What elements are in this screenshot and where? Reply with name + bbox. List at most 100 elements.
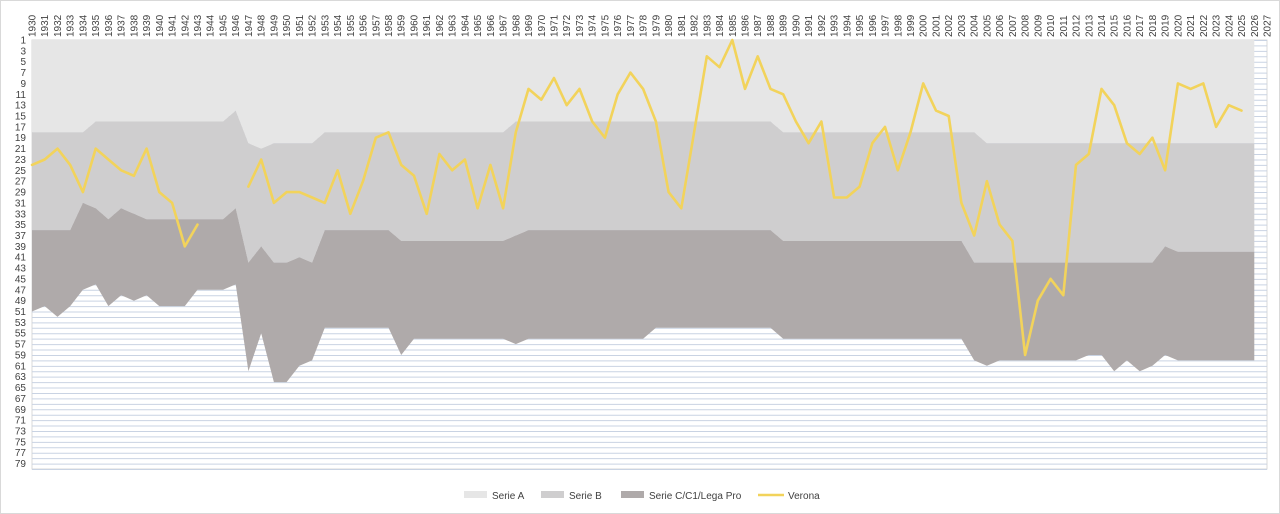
x-tick-label: 2024	[1224, 14, 1235, 37]
x-tick-label: 2000	[919, 14, 930, 37]
legend-label: Verona	[788, 491, 820, 502]
x-tick-label: 1975	[600, 14, 611, 37]
legend-label: Serie B	[569, 491, 602, 502]
x-tick-label: 2014	[1097, 14, 1108, 37]
y-tick-label: 75	[15, 437, 27, 448]
x-tick-label: 2011	[1059, 15, 1070, 37]
x-tick-label: 1958	[384, 14, 395, 37]
x-tick-label: 1949	[269, 14, 280, 37]
y-tick-label: 61	[15, 361, 27, 372]
x-tick-label: 1961	[422, 14, 433, 37]
x-tick-label: 2025	[1237, 14, 1248, 37]
x-tick-label: 1938	[129, 14, 140, 37]
x-tick-label: 2018	[1148, 14, 1159, 37]
x-tick-label: 1945	[219, 14, 230, 37]
x-tick-label: 2012	[1072, 14, 1083, 37]
x-tick-label: 2003	[957, 14, 968, 37]
x-tick-label: 2017	[1135, 14, 1146, 37]
x-tick-label: 2015	[1110, 14, 1121, 37]
x-tick-label: 1993	[830, 14, 841, 37]
y-tick-label: 67	[15, 394, 27, 405]
x-tick-label: 1967	[499, 14, 510, 37]
serie-b-band	[32, 110, 1255, 263]
x-tick-label: 1995	[855, 14, 866, 37]
x-tick-label: 1930	[28, 14, 39, 37]
y-tick-label: 49	[15, 296, 27, 307]
x-tick-label: 1981	[677, 14, 688, 37]
x-tick-label: 1950	[282, 14, 293, 37]
x-tick-label: 2002	[944, 14, 955, 37]
y-tick-label: 35	[15, 220, 27, 231]
x-tick-label: 1936	[104, 14, 115, 37]
verona-line	[30, 38, 1243, 357]
x-tick-label: 2001	[932, 14, 943, 37]
y-tick-label: 21	[15, 144, 27, 155]
y-tick-label: 13	[15, 101, 27, 112]
x-tick-label: 1935	[91, 14, 102, 37]
y-tick-label: 19	[15, 133, 27, 144]
x-tick-label: 1997	[881, 14, 892, 37]
y-tick-label: 79	[15, 459, 27, 470]
x-tick-label: 1983	[702, 14, 713, 37]
y-tick-label: 11	[16, 90, 27, 101]
y-tick-label: 73	[15, 427, 27, 438]
x-tick-label: 2027	[1263, 14, 1274, 37]
y-tick-label: 37	[15, 231, 27, 242]
y-tick-label: 31	[15, 198, 27, 209]
y-tick-label: 69	[15, 405, 27, 416]
x-tick-label: 1999	[906, 14, 917, 37]
y-tick-label: 25	[15, 166, 27, 177]
legend-swatch-serie-c	[621, 491, 644, 498]
x-tick-label: 1990	[791, 14, 802, 37]
legend: Serie A Serie B Serie C/C1/Lega Pro Verona	[464, 491, 820, 502]
y-tick-label: 5	[20, 57, 26, 68]
y-tick-label: 45	[15, 274, 27, 285]
verona-line-segment	[30, 147, 199, 248]
y-tick-label: 23	[15, 155, 27, 166]
y-tick-label: 65	[15, 383, 27, 394]
x-tick-label: 1931	[40, 14, 51, 37]
x-tick-label: 1932	[53, 14, 64, 37]
x-tick-label: 2010	[1046, 14, 1057, 37]
x-tick-label: 2006	[995, 14, 1006, 37]
x-tick-label: 2022	[1199, 14, 1210, 37]
x-tick-label: 1977	[626, 14, 637, 37]
x-tick-label: 1971	[550, 14, 561, 37]
y-tick-label: 43	[15, 264, 27, 275]
y-tick-label: 33	[15, 209, 27, 220]
x-tick-label: 1998	[893, 14, 904, 37]
x-tick-label: 1948	[257, 14, 268, 37]
x-tick-label: 1968	[511, 14, 522, 37]
y-tick-label: 9	[20, 79, 26, 90]
y-tick-label: 15	[15, 112, 27, 123]
x-tick-label: 2016	[1122, 14, 1133, 37]
x-tick-label: 2023	[1212, 14, 1223, 37]
x-tick-label: 1939	[142, 14, 153, 37]
x-tick-label: 1966	[486, 14, 497, 37]
y-tick-label: 17	[15, 122, 27, 133]
y-tick-label: 29	[15, 188, 27, 199]
y-tick-label: 41	[15, 253, 27, 264]
x-tick-label: 1955	[346, 14, 357, 37]
x-tick-label: 1978	[639, 14, 650, 37]
x-tick-label: 1994	[842, 14, 853, 37]
y-tick-label: 77	[15, 448, 27, 459]
serie-c-band	[32, 202, 1255, 383]
x-tick-label: 2026	[1250, 14, 1261, 37]
x-tick-label: 1965	[473, 14, 484, 37]
y-tick-label: 51	[15, 307, 27, 318]
x-axis-ticks: 1930 1931 1932 1933 1934 1935 1936 1937 1938 1939…	[28, 14, 1274, 37]
x-tick-label: 1947	[244, 14, 255, 37]
y-tick-label: 53	[15, 318, 27, 329]
x-tick-label: 1941	[168, 14, 179, 37]
x-tick-label: 1944	[206, 14, 217, 37]
legend-label: Serie A	[492, 491, 525, 502]
x-tick-label: 2009	[1033, 14, 1044, 37]
x-tick-label: 1954	[333, 14, 344, 37]
legend-label: Serie C/C1/Lega Pro	[649, 491, 742, 502]
x-tick-label: 2004	[970, 14, 981, 37]
x-tick-label: 1986	[741, 14, 752, 37]
x-tick-label: 1960	[410, 14, 421, 37]
x-tick-label: 1988	[766, 14, 777, 37]
y-tick-label: 63	[15, 372, 27, 383]
